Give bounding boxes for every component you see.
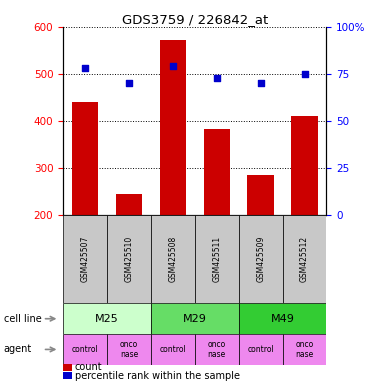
Bar	[195, 215, 239, 303]
Bar	[63, 334, 107, 365]
Bar	[204, 129, 230, 215]
Bar	[107, 334, 151, 365]
Bar	[151, 303, 239, 334]
Bar	[239, 215, 283, 303]
Text: M29: M29	[183, 314, 207, 324]
Text: GSM425507: GSM425507	[81, 236, 89, 282]
Text: agent: agent	[4, 344, 32, 354]
Bar	[195, 334, 239, 365]
Point	[214, 74, 220, 81]
Bar	[239, 334, 283, 365]
Text: cell line: cell line	[4, 314, 42, 324]
Text: onco
nase: onco nase	[120, 340, 138, 359]
Bar	[63, 364, 72, 371]
Bar	[247, 175, 274, 215]
Text: control: control	[247, 345, 274, 354]
Text: GSM425508: GSM425508	[168, 236, 177, 282]
Text: M25: M25	[95, 314, 119, 324]
Bar	[116, 194, 142, 215]
Bar	[151, 215, 195, 303]
Text: GSM425511: GSM425511	[212, 236, 221, 282]
Bar	[63, 303, 151, 334]
Text: GSM425509: GSM425509	[256, 236, 265, 282]
Text: onco
nase: onco nase	[295, 340, 313, 359]
Bar	[72, 102, 98, 215]
Point	[258, 80, 264, 86]
Point	[126, 80, 132, 86]
Bar	[107, 215, 151, 303]
Bar	[151, 334, 195, 365]
Title: GDS3759 / 226842_at: GDS3759 / 226842_at	[122, 13, 268, 26]
Text: control: control	[72, 345, 98, 354]
Text: M49: M49	[270, 314, 295, 324]
Bar	[283, 215, 326, 303]
Text: GSM425512: GSM425512	[300, 236, 309, 282]
Bar	[239, 303, 326, 334]
Bar	[63, 215, 107, 303]
Bar	[283, 334, 326, 365]
Text: count: count	[75, 362, 102, 372]
Point	[82, 65, 88, 71]
Point	[170, 63, 176, 70]
Text: control: control	[160, 345, 186, 354]
Bar	[160, 40, 186, 215]
Bar	[291, 116, 318, 215]
Text: onco
nase: onco nase	[208, 340, 226, 359]
Point	[302, 71, 308, 77]
Text: percentile rank within the sample: percentile rank within the sample	[75, 371, 240, 381]
Bar	[63, 372, 72, 379]
Text: GSM425510: GSM425510	[124, 236, 134, 282]
